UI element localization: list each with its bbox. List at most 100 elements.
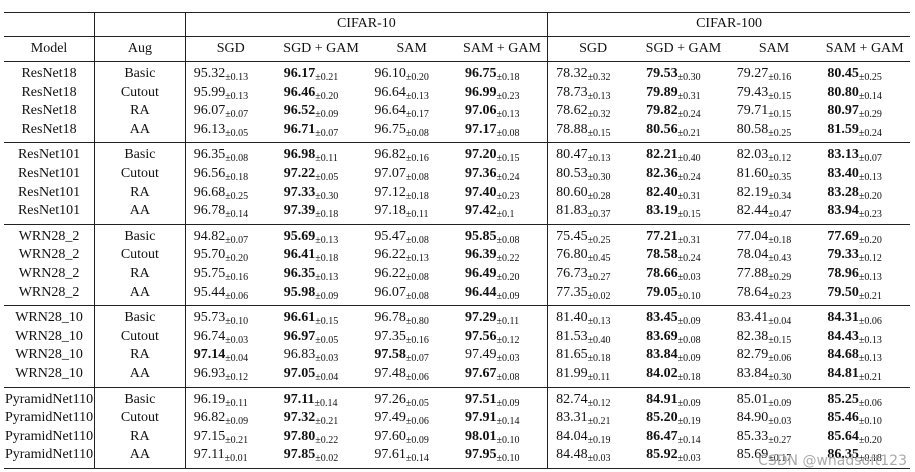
result-cell: 82.36±0.24: [638, 165, 729, 184]
result-value: 97.58: [374, 347, 406, 363]
result-std: ±0.06: [858, 397, 882, 409]
result-cell: 82.38±0.15: [729, 328, 820, 347]
result-cell: 85.25±0.06: [819, 386, 910, 410]
result-value: 97.18: [374, 203, 406, 219]
result-std: ±0.20: [405, 72, 429, 83]
result-std: ±0.13: [858, 271, 882, 283]
result-std: ±0.25: [225, 190, 249, 202]
result-std: ±0.05: [405, 397, 429, 409]
result-value: 98.01: [464, 428, 497, 444]
result-cell: 96.17±0.21: [275, 60, 367, 84]
result-cell: 77.69±0.20: [819, 223, 910, 247]
result-cell: 84.90±0.03: [729, 409, 820, 428]
result-cell: 78.62±0.32: [547, 102, 639, 121]
aug-cell: AA: [94, 364, 186, 387]
result-value: 96.68: [193, 184, 226, 200]
result-value: 95.98: [283, 284, 316, 300]
aug-cell: Basic: [94, 60, 186, 84]
result-value: 86.35: [827, 447, 859, 463]
result-std: ±0.13: [858, 334, 882, 346]
result-value: 84.68: [827, 347, 859, 363]
result-value: 96.71: [283, 121, 316, 137]
result-value: 83.84: [646, 347, 678, 363]
result-cell: 84.81±0.21: [819, 365, 910, 387]
model-cell: ResNet101: [17, 184, 81, 200]
table-row: PyramidNet110 Basic 96.19±0.11 97.11±0.14 97…: [4, 386, 910, 410]
result-cell: 96.97±0.05: [276, 328, 367, 347]
watermark: CSDN @whadsoft123: [758, 453, 907, 469]
column-header: SAM: [728, 36, 820, 62]
empty-header: [94, 12, 186, 37]
result-cell: 96.64±0.13: [366, 84, 457, 103]
result-value: 77.88: [736, 265, 769, 281]
result-value: 97.17: [464, 121, 497, 137]
result-value: 81.65: [556, 347, 588, 363]
result-value: 78.04: [736, 247, 769, 263]
result-value: 95.69: [283, 228, 316, 244]
result-value: 97.05: [283, 365, 316, 381]
result-std: ±0.27: [768, 434, 792, 446]
result-std: ±0.29: [858, 109, 882, 121]
result-value: 80.47: [556, 147, 588, 163]
result-std: ±0.08: [496, 371, 520, 383]
result-std: ±0.37: [587, 209, 611, 221]
result-value: 96.07: [193, 103, 226, 119]
aug-cell: Cutout: [94, 83, 186, 103]
table-row: WRN28_2 AA 95.44±0.06 95.98±0.09 96.07±0.08 9…: [4, 283, 910, 306]
column-header: Model: [4, 36, 95, 62]
result-cell: 80.58±0.25: [729, 121, 820, 143]
result-cell: 80.80±0.14: [819, 84, 910, 103]
result-cell: 97.29±0.11: [456, 305, 548, 328]
result-std: ±0.08: [405, 271, 429, 283]
result-cell: 82.19±0.34: [729, 184, 820, 203]
result-std: ±0.14: [225, 209, 249, 221]
result-cell: 85.92±0.03: [638, 446, 729, 468]
result-std: ±0.11: [587, 371, 611, 383]
result-std: ±0.17: [768, 453, 792, 465]
result-cell: 81.83±0.37: [547, 202, 639, 225]
result-value: 97.95: [464, 447, 497, 463]
result-value: 97.85: [283, 447, 316, 463]
result-value: 85.01: [736, 391, 769, 407]
result-value: 96.61: [283, 310, 316, 326]
result-cell: 97.61±0.14: [366, 446, 457, 468]
result-std: ±0.24: [677, 109, 701, 121]
result-std: ±0.31: [677, 190, 701, 202]
result-std: ±0.30: [677, 72, 701, 83]
result-cell: 96.35±0.08: [184, 142, 276, 165]
result-cell: 82.21±0.40: [638, 142, 729, 165]
result-cell: 97.33±0.30: [276, 184, 367, 203]
result-value: 81.83: [556, 203, 588, 219]
result-value: 83.69: [646, 328, 678, 344]
result-cell: 97.85±0.02: [276, 446, 367, 468]
result-value: 97.29: [464, 310, 497, 326]
result-value: 96.78: [374, 310, 406, 326]
result-value: 96.78: [193, 203, 226, 219]
result-cell: 83.40±0.13: [819, 165, 910, 184]
result-value: 96.75: [374, 121, 406, 137]
aug-cell: RA: [94, 264, 186, 284]
result-value: 82.44: [736, 203, 769, 219]
result-value: 95.99: [193, 84, 226, 100]
result-cell: 97.17±0.08: [457, 121, 548, 143]
result-std: ±0.1: [496, 209, 515, 221]
result-value: 83.41: [736, 310, 769, 326]
result-value: 85.46: [827, 410, 859, 426]
model-cell: PyramidNet110: [4, 447, 94, 463]
result-std: ±0.80: [405, 316, 429, 328]
result-std: ±0.04: [768, 316, 792, 328]
result-cell: 96.78±0.80: [366, 305, 457, 328]
column-header: Aug: [94, 36, 186, 62]
result-std: ±0.03: [225, 334, 249, 346]
result-value: 85.92: [646, 447, 678, 463]
result-std: ±0.05: [225, 127, 249, 139]
result-cell: 96.68±0.25: [184, 183, 276, 203]
result-cell: 83.13±0.07: [819, 142, 910, 165]
result-cell: 95.69±0.13: [275, 223, 367, 247]
result-value: 97.49: [374, 410, 406, 426]
aug-cell: Cutout: [94, 327, 186, 347]
result-std: ±0.16: [768, 72, 792, 83]
result-cell: 96.82±0.16: [366, 142, 457, 165]
result-value: 96.64: [374, 103, 406, 119]
model-cell: WRN28_2: [18, 284, 80, 300]
